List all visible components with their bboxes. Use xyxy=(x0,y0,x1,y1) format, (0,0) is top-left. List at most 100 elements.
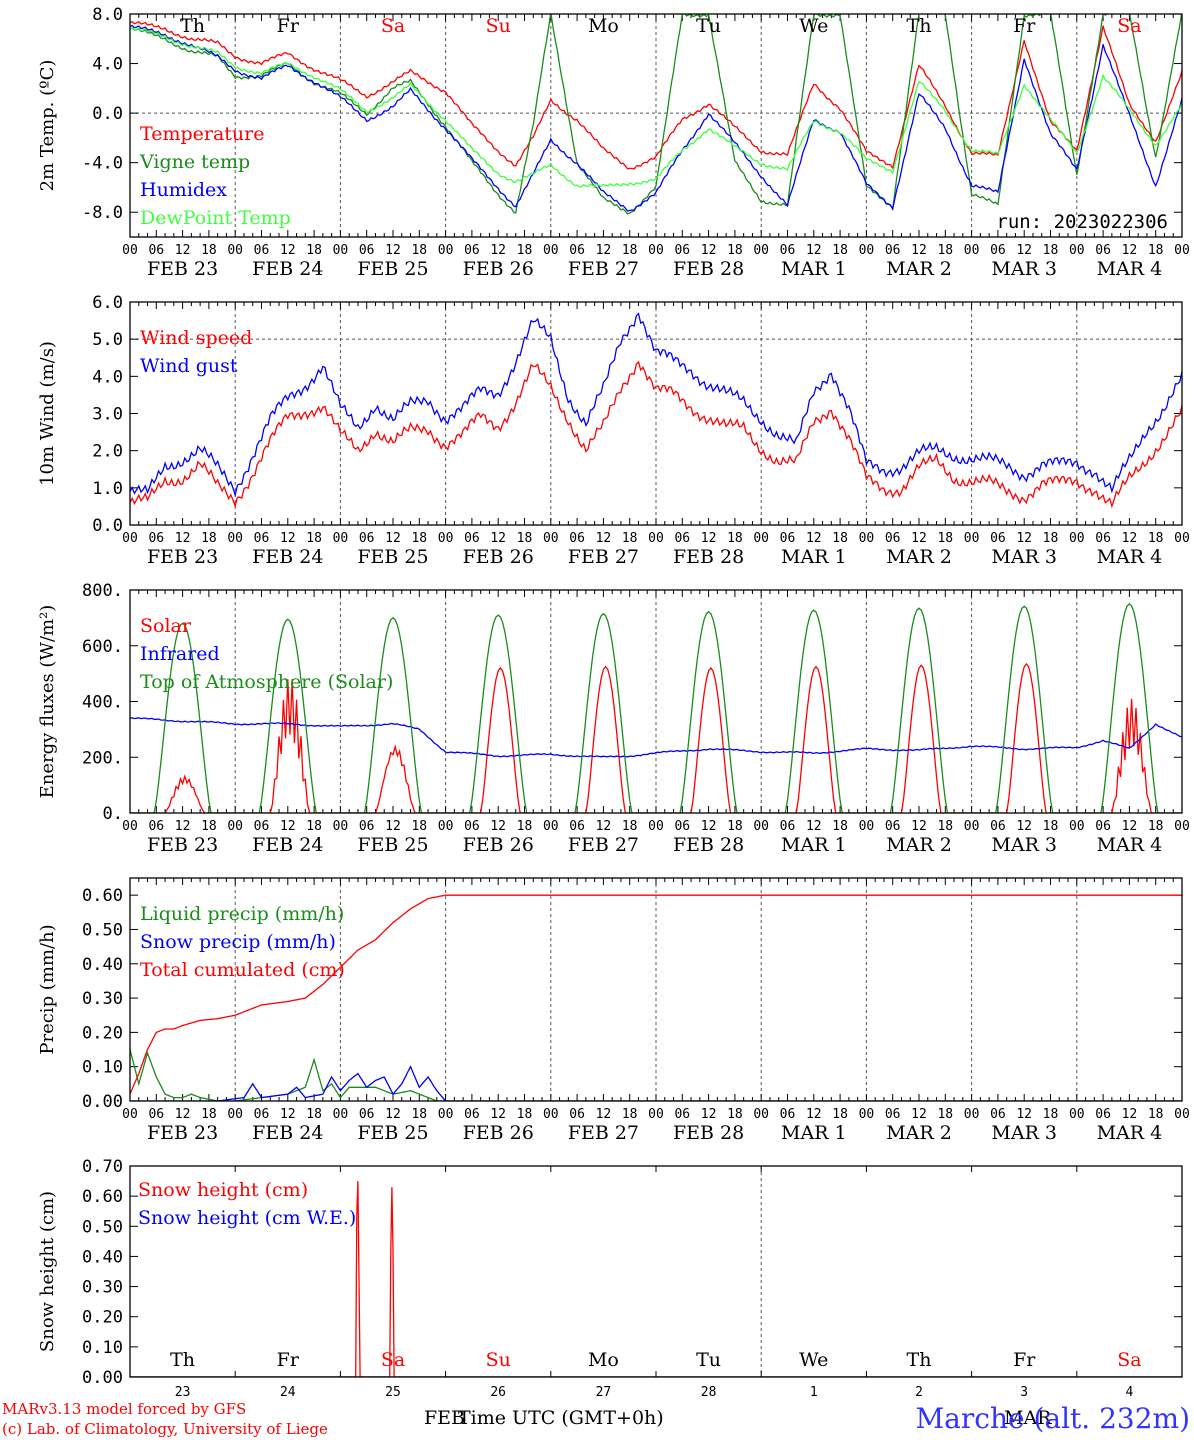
hour-tick-label: 06 xyxy=(148,243,164,258)
hour-tick-label: 00 xyxy=(122,243,138,258)
day-label: FEB 24 xyxy=(252,1122,323,1144)
hour-tick-label: 12 xyxy=(280,819,296,834)
hour-tick-label: 00 xyxy=(1069,819,1085,834)
panel-frame xyxy=(129,1165,1183,1378)
day-number-label: 26 xyxy=(490,1385,506,1400)
y-axis-label: Precip (mm/h) xyxy=(37,924,58,1054)
panel-frame xyxy=(129,877,1183,1102)
hour-tick-label: 06 xyxy=(885,1107,901,1122)
day-number-label: 3 xyxy=(1020,1385,1028,1400)
hour-tick-label: 06 xyxy=(674,243,690,258)
hour-tick-label: 00 xyxy=(753,531,769,546)
hour-tick-label: 00 xyxy=(438,531,454,546)
hour-tick-label: 12 xyxy=(280,1107,296,1122)
hour-tick-label: 06 xyxy=(885,243,901,258)
hour-tick-label: 12 xyxy=(280,531,296,546)
run-label: run: 2023022306 xyxy=(996,211,1168,233)
hour-tick-label: 18 xyxy=(832,1107,848,1122)
hour-tick-label: 12 xyxy=(911,243,927,258)
series-humidex xyxy=(130,24,1182,212)
y-tick-label: 200. xyxy=(82,748,123,768)
weekday-label: Su xyxy=(486,1349,511,1371)
hour-tick-label: 00 xyxy=(543,243,559,258)
series-snow-precip-mm-h- xyxy=(130,1065,1182,1101)
hour-tick-label: 06 xyxy=(780,819,796,834)
hour-tick-label: 18 xyxy=(1043,243,1059,258)
hour-tick-label: 06 xyxy=(359,243,375,258)
hour-tick-label: 06 xyxy=(780,531,796,546)
hour-tick-label: 06 xyxy=(148,1107,164,1122)
hour-tick-label: 12 xyxy=(911,819,927,834)
hour-tick-label: 18 xyxy=(727,1107,743,1122)
hour-tick-label: 06 xyxy=(148,531,164,546)
y-tick-label: 0.00 xyxy=(82,1092,123,1112)
hour-tick-label: 06 xyxy=(464,1107,480,1122)
hour-tick-label: 00 xyxy=(543,819,559,834)
hour-tick-label: 18 xyxy=(306,243,322,258)
day-label: FEB 24 xyxy=(252,546,323,568)
day-label: FEB 25 xyxy=(357,258,428,280)
day-number-label: 27 xyxy=(596,1385,612,1400)
weekday-label: Fr xyxy=(1013,15,1036,37)
plot-area xyxy=(130,14,1182,215)
hour-tick-label: 06 xyxy=(254,243,270,258)
day-label: FEB 27 xyxy=(568,1122,639,1144)
y-tick-label: 400. xyxy=(82,693,123,713)
hour-tick-label: 00 xyxy=(543,1107,559,1122)
y-tick-label: -4.0 xyxy=(82,154,123,174)
hour-tick-label: 18 xyxy=(411,819,427,834)
hour-tick-label: 00 xyxy=(859,1107,875,1122)
panel-3: 0. 200. 400. 600. 800. Energy fluxes (W/m²) So… xyxy=(37,581,1190,856)
weekday-label: Tu xyxy=(696,15,721,37)
y-axis-label: 2m Temp. (ºC) xyxy=(37,60,58,192)
hour-tick-label: 12 xyxy=(175,243,191,258)
legend-entry: Temperature xyxy=(140,123,264,145)
y-axis-label: Energy fluxes (W/m²) xyxy=(37,605,58,799)
plot-area xyxy=(130,894,1182,1101)
series-wind-speed xyxy=(130,360,1182,509)
hour-tick-label: 00 xyxy=(438,243,454,258)
footer-credit: (c) Lab. of Climatology, University of L… xyxy=(2,1420,328,1438)
hour-tick-label: 00 xyxy=(648,819,664,834)
hour-tick-label: 12 xyxy=(911,1107,927,1122)
hour-tick-label: 18 xyxy=(937,1107,953,1122)
y-tick-label: 0.70 xyxy=(82,1157,123,1177)
legend-entry: Wind speed xyxy=(140,327,252,349)
y-tick-label: 600. xyxy=(82,637,123,657)
hour-tick-label: 18 xyxy=(411,1107,427,1122)
hour-tick-label: 18 xyxy=(727,531,743,546)
hour-tick-label: 06 xyxy=(1095,1107,1111,1122)
day-label: MAR 3 xyxy=(991,546,1057,568)
hour-tick-label: 06 xyxy=(990,531,1006,546)
day-label: FEB 25 xyxy=(357,1122,428,1144)
hour-tick-label: 18 xyxy=(201,1107,217,1122)
day-label: MAR 2 xyxy=(886,834,952,856)
hour-tick-label: 06 xyxy=(254,531,270,546)
hour-tick-label: 00 xyxy=(753,1107,769,1122)
legend-entry: Liquid precip (mm/h) xyxy=(140,903,344,925)
hour-tick-label: 00 xyxy=(753,819,769,834)
day-label: FEB 28 xyxy=(673,834,744,856)
hour-tick-label: 18 xyxy=(1043,531,1059,546)
hour-tick-label: 00 xyxy=(122,819,138,834)
hour-tick-label: 00 xyxy=(859,819,875,834)
hour-tick-label: 00 xyxy=(543,531,559,546)
day-label: FEB 26 xyxy=(463,546,534,568)
hour-tick-label: 18 xyxy=(306,1107,322,1122)
weekday-label: Th xyxy=(170,1349,195,1371)
hour-tick-label: 00 xyxy=(859,243,875,258)
hour-tick-label: 06 xyxy=(885,819,901,834)
y-tick-label: 0. xyxy=(103,804,123,824)
hour-tick-label: 06 xyxy=(990,243,1006,258)
hour-tick-label: 06 xyxy=(780,1107,796,1122)
hour-tick-label: 00 xyxy=(227,531,243,546)
day-label: MAR 3 xyxy=(991,258,1057,280)
hour-tick-label: 06 xyxy=(464,531,480,546)
y-tick-label: 0.50 xyxy=(82,920,123,940)
day-label: MAR 4 xyxy=(1097,834,1163,856)
series-top-of-atmosphere-solar- xyxy=(130,603,1182,813)
series-solar xyxy=(130,662,1182,813)
weekday-label: Mo xyxy=(588,15,619,37)
weekday-label: Sa xyxy=(1117,1349,1141,1371)
hour-tick-label: 06 xyxy=(254,1107,270,1122)
